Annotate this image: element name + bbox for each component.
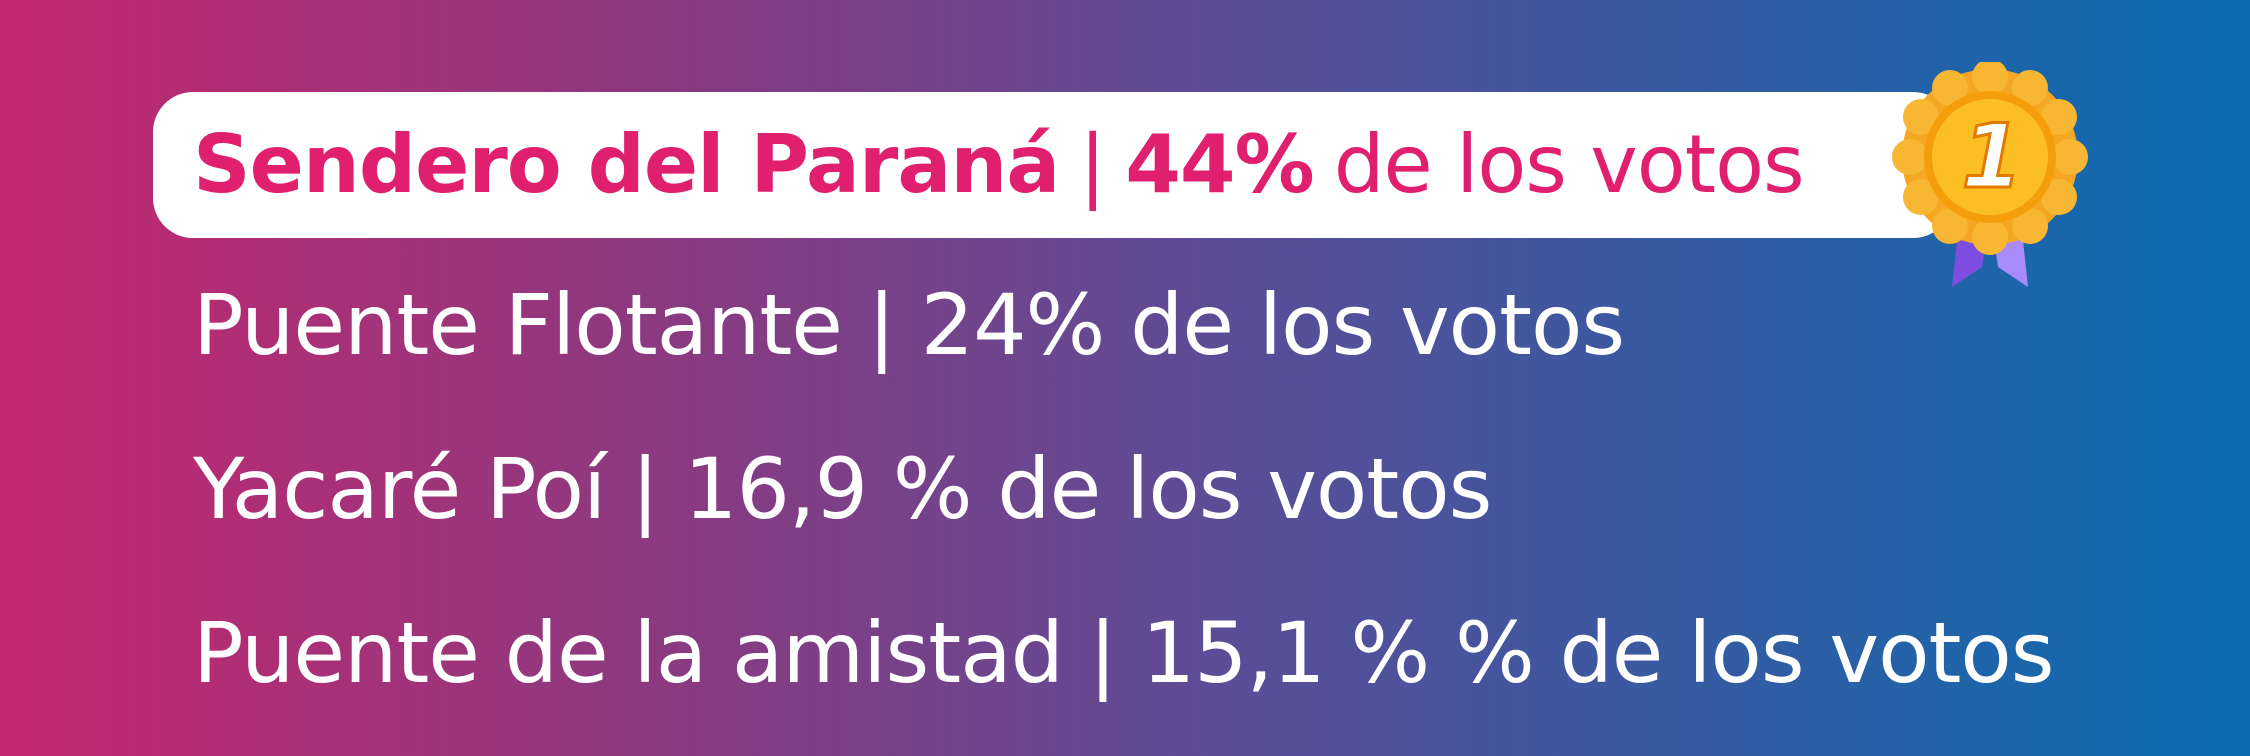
- winner-suffix: de los votos: [1333, 118, 1805, 211]
- result-row: Puente de la amistad | 15,1 % % de los v…: [193, 604, 2055, 702]
- winner-name: Sendero del Paraná: [193, 118, 1060, 211]
- medal-number: 1: [1961, 105, 2022, 208]
- winner-separator: |: [1079, 118, 1106, 211]
- winner-text: Sendero del Paraná | 44% de los votos: [193, 125, 1805, 205]
- winner-percent: 44%: [1125, 118, 1314, 211]
- winner-banner: Sendero del Paraná | 44% de los votos: [153, 92, 1953, 238]
- result-row: Puente Flotante | 24% de los votos: [193, 276, 1625, 374]
- first-place-medal-icon: 1: [1892, 62, 2088, 287]
- result-row: Yacaré Poí | 16,9 % de los votos: [193, 440, 1492, 538]
